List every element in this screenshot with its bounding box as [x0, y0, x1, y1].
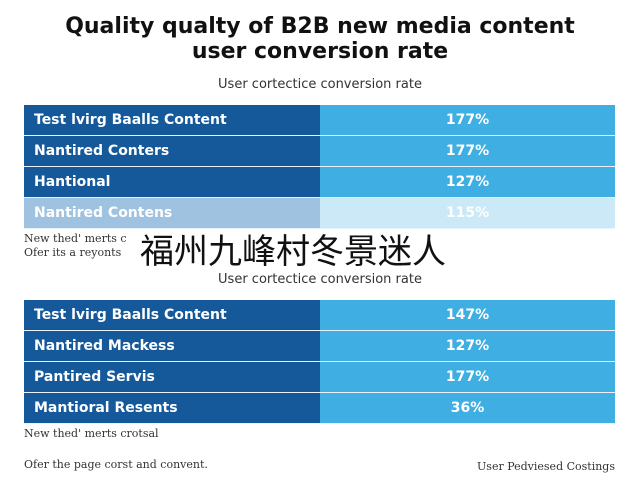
note: New thed' merts crotsal: [24, 427, 159, 440]
row-value: 127%: [320, 167, 615, 197]
row-label: Nantired Conters: [24, 136, 320, 166]
row-value: 115%: [320, 198, 615, 228]
table-row: Nantired Conters 177%: [24, 136, 615, 167]
table-row: Pantired Servis 177%: [24, 362, 615, 393]
table-row: Mantioral Resents 36%: [24, 393, 615, 424]
subtitle: User cortectice conversion rate: [218, 272, 422, 287]
note: Ofer its a reyonts: [24, 246, 122, 259]
row-label: Hantional: [24, 167, 320, 197]
row-value: 127%: [320, 331, 615, 361]
row-label: Test lvirg Baalls Content: [24, 300, 320, 330]
subtitle: User cortectice conversion rate: [218, 77, 422, 92]
title-line: Quality qualty of B2B new media content: [65, 14, 575, 39]
note: Ofer the page corst and convent.: [24, 458, 208, 471]
table-row: Test lvirg Baalls Content 147%: [24, 300, 615, 331]
row-value: 177%: [320, 136, 615, 166]
table-row: Test lvirg Baalls Content 177%: [24, 105, 615, 136]
row-label: Test lvirg Baalls Content: [24, 105, 320, 135]
row-value: 36%: [320, 393, 615, 423]
overlay-text: 福州九峰村冬景迷人: [140, 232, 446, 272]
table-row: Hantional 127%: [24, 167, 615, 198]
row-value: 147%: [320, 300, 615, 330]
note: User Pedviesed Costings: [477, 460, 615, 473]
title: Quality qualty of B2B new media content …: [0, 14, 640, 64]
table: Test lvirg Baalls Content 147% Nantired Ma…: [24, 300, 615, 424]
row-value: 177%: [320, 362, 615, 392]
row-label: Pantired Servis: [24, 362, 320, 392]
row-label: Mantioral Resents: [24, 393, 320, 423]
title-line: user conversion rate: [191, 39, 449, 64]
table: Test lvirg Baalls Content 177% Nantired Co…: [24, 105, 615, 229]
table-row: Nantired Mackess 127%: [24, 331, 615, 362]
row-label: Nantired Mackess: [24, 331, 320, 361]
row-value: 177%: [320, 105, 615, 135]
table-row: Nantired Contens 115%: [24, 198, 615, 229]
note: New thed' merts c: [24, 232, 127, 245]
row-label: Nantired Contens: [24, 198, 320, 228]
